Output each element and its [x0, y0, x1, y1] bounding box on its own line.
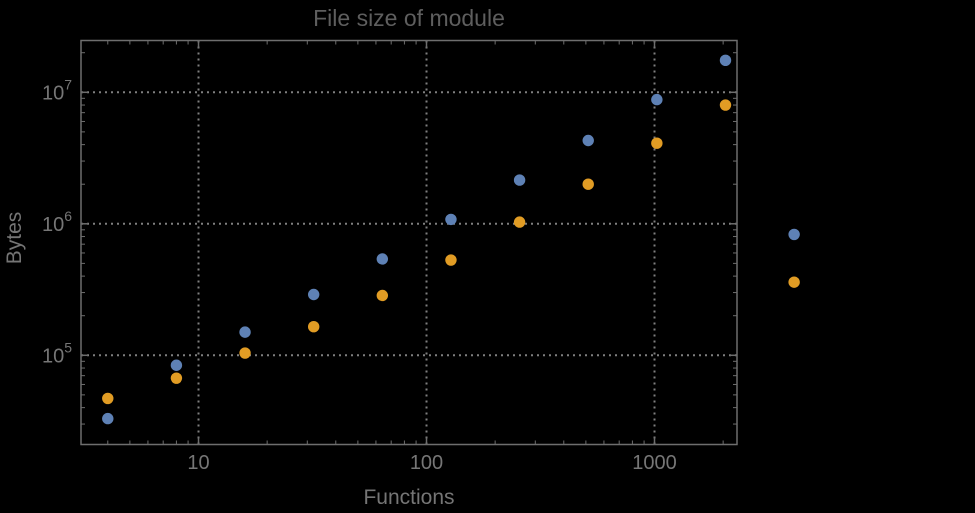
x-axis-label: Functions	[363, 486, 455, 509]
data-point-orange-x16	[239, 347, 251, 359]
chart-title: File size of module	[313, 5, 505, 31]
data-point-orange-x64	[376, 289, 389, 302]
data-point-blue-x16	[239, 326, 251, 338]
data-point-orange-x4	[102, 392, 114, 405]
data-point-blue-x32	[307, 288, 320, 301]
data-point-orange-x2048	[719, 99, 732, 111]
x-tick-label-10: 10	[187, 452, 209, 474]
data-point-blue-x64	[376, 253, 389, 265]
data-point-orange-x128	[445, 254, 457, 266]
data-point-blue-x128	[445, 213, 457, 226]
data-point-orange-x4096	[788, 276, 800, 288]
data-point-orange-x512	[582, 178, 594, 190]
data-point-blue-x256	[513, 174, 526, 186]
x-tick-label-1000: 1000	[632, 452, 677, 474]
data-point-blue-x512	[582, 134, 594, 147]
data-point-blue-x8	[170, 359, 183, 371]
data-point-blue-x4096	[788, 228, 800, 241]
data-point-orange-x32	[307, 320, 320, 333]
y-axis-label: Bytes	[3, 211, 26, 265]
y-tick-label-1e5: 105	[42, 339, 72, 367]
x-tick-label-100: 100	[410, 452, 443, 474]
data-point-blue-x1024	[651, 93, 663, 106]
y-tick-label-1e7: 107	[42, 76, 72, 104]
data-point-orange-x8	[170, 372, 183, 384]
y-tick-label-1e6: 106	[42, 208, 72, 236]
data-point-orange-x256	[513, 216, 526, 228]
plot-frame	[80, 39, 738, 446]
data-point-blue-x2048	[719, 54, 732, 67]
data-point-blue-x4	[102, 412, 114, 425]
data-point-orange-x1024	[651, 137, 663, 149]
